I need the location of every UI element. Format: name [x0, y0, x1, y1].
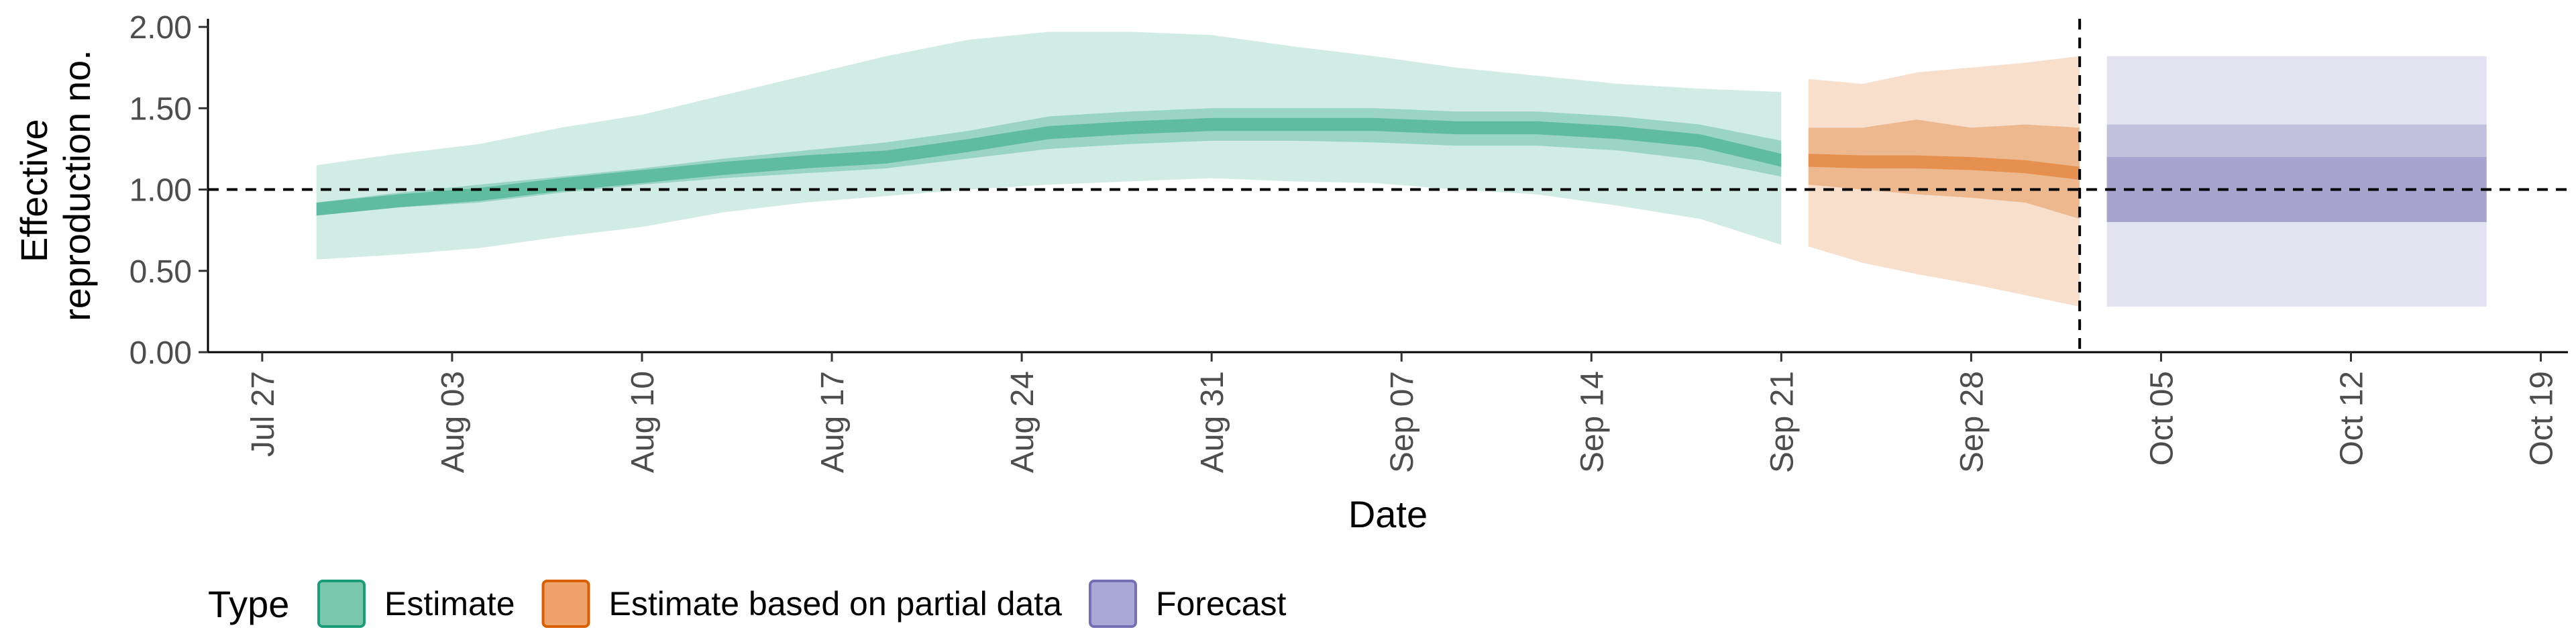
x-tick-label: Aug 31: [1195, 371, 1230, 473]
y-axis-title: Effective reproduction no.: [13, 50, 98, 321]
estimate-based-on-partial-data-ci50-band: [1808, 119, 2080, 219]
estimate-ci50-band: [316, 108, 1782, 216]
y-axis-ticks: 0.00 0.50 1.00 1.50 2.00: [129, 10, 208, 371]
forecast-ci90-band: [2106, 56, 2487, 307]
x-tick-label: Oct 05: [2144, 371, 2180, 466]
axes: [207, 19, 2568, 354]
legend-key-forecast: [1088, 580, 1137, 628]
legend: Type Estimate Estimate based on partial d…: [208, 580, 1287, 628]
x-tick-label: Sep 14: [1574, 371, 1610, 473]
x-tick-label: Aug 24: [1005, 371, 1040, 473]
x-tick-label: Aug 10: [625, 371, 661, 473]
x-tick-label: Oct 12: [2334, 371, 2370, 466]
estimate-based-on-partial-data-ci90-band: [1808, 56, 2080, 307]
y-tick-label: 1.50: [129, 91, 192, 127]
x-axis-title: Date: [1348, 493, 1428, 535]
x-tick-label: Sep 21: [1764, 371, 1800, 473]
legend-key-estimate-based-on-partial-data: [541, 580, 590, 628]
x-tick-label: Aug 17: [815, 371, 851, 473]
x-tick-label: Oct 19: [2524, 371, 2560, 466]
x-tick-label: Sep 28: [1954, 371, 1990, 473]
y-tick-label: 2.00: [129, 10, 192, 46]
y-tick-label: 0.00: [129, 335, 192, 371]
legend-label-estimate-based-on-partial-data: Estimate based on partial data: [609, 585, 1063, 623]
median-bands: [316, 117, 2080, 216]
x-tick-label: Sep 07: [1385, 371, 1420, 473]
legend-title: Type: [208, 583, 289, 625]
y-axis-title-line-1: Effective: [13, 119, 55, 262]
uncertainty-bands: [316, 32, 2487, 307]
estimate-ci90-band: [316, 32, 1782, 260]
y-axis-title-line-2: reproduction no.: [56, 50, 98, 321]
estimate-median-band: [316, 117, 1782, 216]
legend-label-forecast: Forecast: [1156, 585, 1287, 623]
x-axis-ticks: Jul 27 Aug 03 Aug 10 Aug 17 Aug 24 Aug 31 Sep …: [246, 352, 2560, 473]
legend-key-estimate: [317, 580, 366, 628]
x-tick-label: Jul 27: [246, 371, 281, 457]
forecast-ci50-band: [2106, 124, 2487, 222]
estimate-based-on-partial-data-median-band: [1808, 154, 2080, 180]
legend-label-estimate: Estimate: [384, 585, 515, 623]
y-tick-label: 1.00: [129, 173, 192, 209]
x-tick-label: Aug 03: [435, 371, 471, 473]
y-tick-label: 0.50: [129, 254, 192, 290]
